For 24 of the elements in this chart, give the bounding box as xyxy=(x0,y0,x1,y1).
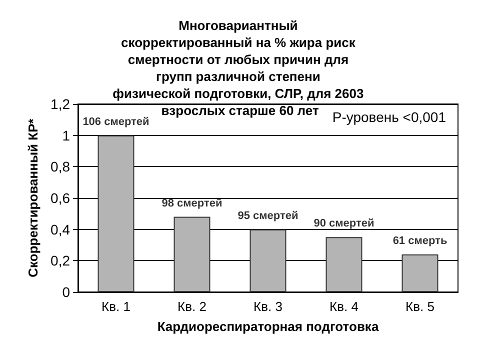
y-tick-label: 0 xyxy=(62,284,70,300)
annotation: 95 смертей xyxy=(238,210,298,222)
annotation: 98 смертей xyxy=(162,197,222,210)
annotation: 61 смерть xyxy=(392,234,448,247)
x-tick-label: Кв. 1 xyxy=(102,299,130,314)
bar xyxy=(326,237,362,292)
x-tick-label: Кв. 4 xyxy=(330,299,358,314)
y-tick-label: 0,4 xyxy=(50,221,70,238)
y-tick-label: 0,2 xyxy=(50,252,70,269)
x-tick-label: Кв. 2 xyxy=(178,299,206,314)
y-tick-label: 0,6 xyxy=(50,190,70,206)
bar xyxy=(174,216,210,292)
y-tick-label: 1,2 xyxy=(50,96,70,112)
y-axis-title: Скорректированный КР* xyxy=(26,118,41,278)
bar xyxy=(98,135,134,292)
y-tick-label: 0,8 xyxy=(50,158,70,175)
x-tick-label: Кв. 5 xyxy=(406,299,434,314)
bar xyxy=(250,229,286,292)
annotation: 90 смертей xyxy=(314,218,374,230)
bar xyxy=(402,254,438,292)
annotation: 106 смертей xyxy=(82,116,150,128)
x-axis-title: Кардиореспираторная подготовка xyxy=(157,319,380,334)
y-tick-label: 1 xyxy=(62,127,70,144)
x-tick-label: Кв. 3 xyxy=(254,299,282,314)
